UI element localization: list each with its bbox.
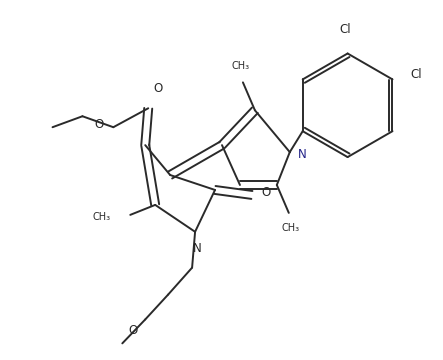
- Text: O: O: [94, 118, 103, 131]
- Text: O: O: [262, 186, 271, 199]
- Text: N: N: [298, 148, 307, 161]
- Text: CH₃: CH₃: [92, 212, 110, 222]
- Text: CH₃: CH₃: [282, 223, 300, 233]
- Text: O: O: [153, 82, 163, 95]
- Text: N: N: [193, 242, 202, 255]
- Text: Cl: Cl: [410, 68, 422, 81]
- Text: Cl: Cl: [340, 23, 351, 36]
- Text: O: O: [128, 324, 137, 337]
- Text: CH₃: CH₃: [232, 62, 250, 71]
